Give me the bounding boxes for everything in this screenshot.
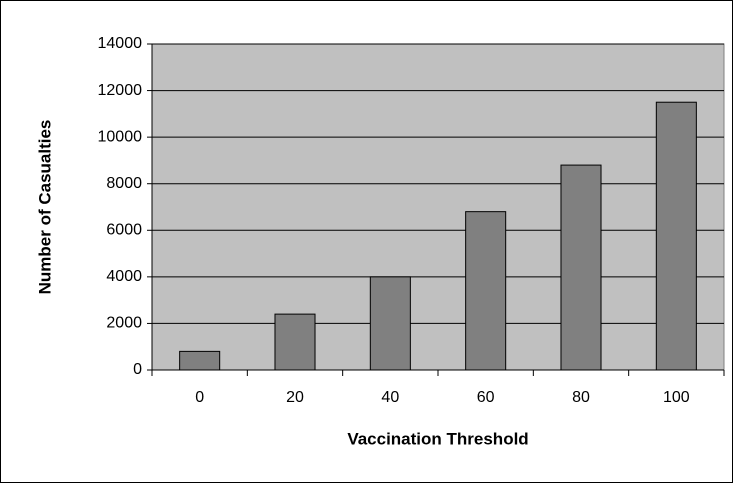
bar (179, 350, 221, 371)
x-axis-label: Vaccination Threshold (347, 429, 528, 448)
y-tick-label: 4000 (106, 268, 142, 285)
x-tick-label: 40 (381, 389, 399, 406)
x-tick-label: 20 (286, 389, 304, 406)
bar (369, 276, 411, 371)
y-tick-label: 12000 (98, 82, 143, 99)
y-tick-label: 0 (133, 361, 142, 378)
y-tick-label: 8000 (106, 175, 142, 192)
bar (655, 101, 697, 371)
y-tick-label: 6000 (106, 222, 142, 239)
y-axis-label: Number of Casualties (35, 120, 54, 295)
x-tick-label: 60 (477, 389, 495, 406)
x-tick-label: 80 (572, 389, 590, 406)
bar (465, 211, 507, 371)
bar (274, 313, 316, 371)
plot-area (151, 43, 725, 371)
x-tick-label: 0 (195, 389, 204, 406)
y-tick-label: 14000 (98, 35, 143, 52)
y-tick-label: 2000 (106, 315, 142, 332)
bar (560, 164, 602, 371)
x-tick-label: 100 (663, 389, 690, 406)
y-tick-label: 10000 (98, 128, 143, 145)
